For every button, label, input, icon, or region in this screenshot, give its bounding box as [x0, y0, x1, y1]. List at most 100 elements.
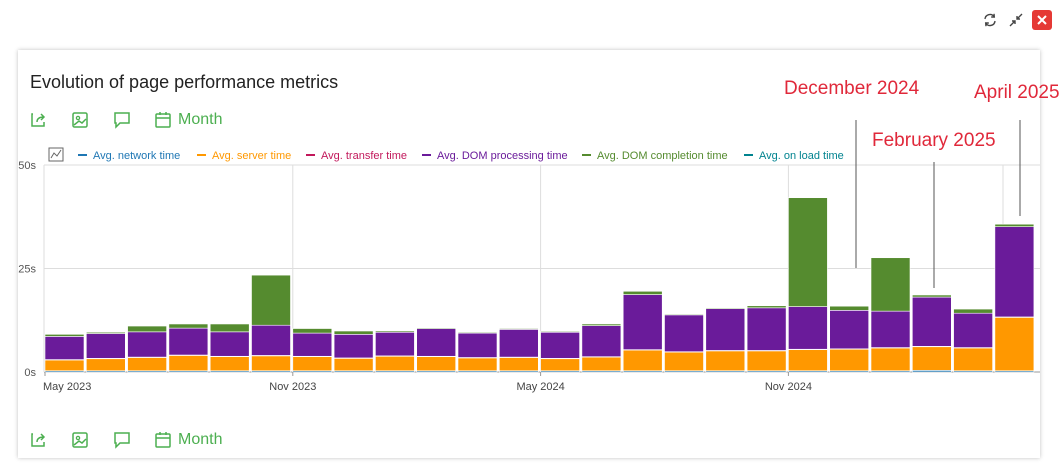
- chart-panel: [18, 50, 1040, 458]
- annotation-dec-2024: December 2024: [784, 78, 920, 99]
- refresh-icon[interactable]: [980, 10, 1000, 30]
- comment-icon[interactable]: [112, 110, 132, 130]
- bar-segment: [705, 307, 746, 309]
- legend-item: Avg. DOM completion time: [597, 150, 728, 162]
- bar-segment: [86, 333, 126, 359]
- bar-segment: [746, 307, 787, 351]
- bar-segment: [457, 332, 498, 358]
- bar-segment: [44, 334, 85, 337]
- bar-segment: [44, 336, 85, 360]
- legend-item: Avg. on load time: [759, 150, 844, 162]
- bar-segment: [870, 347, 911, 372]
- bar-segment: [209, 323, 250, 333]
- bar-segment: [705, 308, 746, 351]
- bar-segment: [44, 359, 85, 372]
- bar-segment: [333, 334, 374, 359]
- bar-segment: [746, 305, 787, 309]
- legend-toggle-icon: [48, 147, 64, 162]
- legend-item: Avg. server time: [212, 150, 291, 162]
- window-controls: [980, 10, 1052, 30]
- bar-segment: [416, 327, 457, 329]
- export-icon[interactable]: [28, 110, 48, 130]
- month-selector[interactable]: Month: [154, 111, 222, 129]
- export-icon[interactable]: [28, 430, 48, 450]
- collapse-icon[interactable]: [1006, 10, 1026, 30]
- chart-toolbar-bottom: Month: [28, 430, 222, 450]
- y-tick-label: 50s: [18, 160, 36, 172]
- bar-segment: [251, 274, 291, 326]
- month-label: Month: [178, 431, 223, 448]
- bar-segment: [168, 327, 209, 356]
- bar-segment: [86, 358, 126, 372]
- bar-segment: [168, 323, 209, 329]
- bar-segment: [416, 328, 457, 357]
- bar-segment: [581, 356, 622, 372]
- y-tick-label: 0s: [24, 367, 36, 379]
- x-tick-label: Nov 2023: [269, 381, 316, 393]
- image-icon[interactable]: [70, 110, 90, 130]
- bar-segment: [664, 314, 704, 353]
- bar-segment: [664, 351, 704, 372]
- page-title: Evolution of page performance metrics: [30, 72, 339, 92]
- bar-segment: [622, 349, 663, 372]
- bar-segment: [375, 331, 415, 357]
- bar-segment: [622, 294, 663, 350]
- bar-segment: [333, 358, 374, 372]
- bar-segment: [251, 355, 291, 372]
- annotation-feb-2025: February 2025: [872, 130, 996, 151]
- x-tick-label: May 2023: [43, 381, 91, 393]
- bar-segment: [788, 349, 828, 372]
- bar-segment: [788, 197, 828, 307]
- calendar-icon: [155, 432, 171, 448]
- bar-segment: [911, 346, 952, 371]
- bar-segment: [540, 331, 580, 359]
- bar-segment: [457, 357, 498, 372]
- x-tick-label: May 2024: [516, 381, 564, 393]
- bar-segment: [375, 330, 415, 333]
- bar-segment: [870, 257, 911, 312]
- bar-segment: [457, 331, 498, 334]
- bar-segment: [994, 226, 1035, 318]
- bar-segment: [292, 356, 333, 372]
- bar-segment: [127, 325, 167, 333]
- bar-segment: [953, 312, 993, 348]
- bar-segment: [333, 330, 374, 335]
- bar-segment: [292, 328, 333, 334]
- bar-segment: [829, 348, 870, 372]
- legend-item: Avg. DOM processing time: [437, 150, 568, 162]
- bar-segment: [705, 350, 746, 372]
- month-label: Month: [178, 111, 223, 128]
- bar-segment: [953, 308, 993, 314]
- bar-segment: [788, 306, 828, 350]
- bar-segment: [127, 331, 167, 358]
- bar-segment: [994, 223, 1035, 227]
- bar-segment: [540, 331, 580, 333]
- bar-segment: [498, 328, 539, 330]
- bar-segment: [251, 324, 291, 356]
- chart-toolbar-top: Month: [28, 110, 222, 130]
- image-icon[interactable]: [70, 430, 90, 450]
- bar-segment: [209, 331, 250, 357]
- bar-segment: [209, 356, 250, 372]
- bar-segment: [416, 356, 457, 372]
- bar-segment: [664, 313, 704, 316]
- bar-segment: [498, 357, 539, 372]
- bar-segment: [168, 355, 209, 372]
- close-icon[interactable]: [1032, 10, 1052, 30]
- bar-segment: [375, 355, 415, 372]
- bar-segment: [622, 290, 663, 295]
- bar-segment: [581, 325, 622, 357]
- bar-segment: [746, 350, 787, 372]
- bar-segment: [829, 310, 870, 350]
- month-selector[interactable]: Month: [154, 431, 222, 449]
- bar-segment: [953, 347, 993, 372]
- annotation-apr-2025: April 2025: [974, 82, 1060, 103]
- bar-segment: [292, 332, 333, 357]
- bar-segment: [870, 310, 911, 348]
- comment-icon[interactable]: [112, 430, 132, 450]
- bar-segment: [498, 329, 539, 358]
- bar-segment: [86, 331, 126, 334]
- bar-segment: [911, 294, 952, 298]
- bar-segment: [829, 305, 870, 311]
